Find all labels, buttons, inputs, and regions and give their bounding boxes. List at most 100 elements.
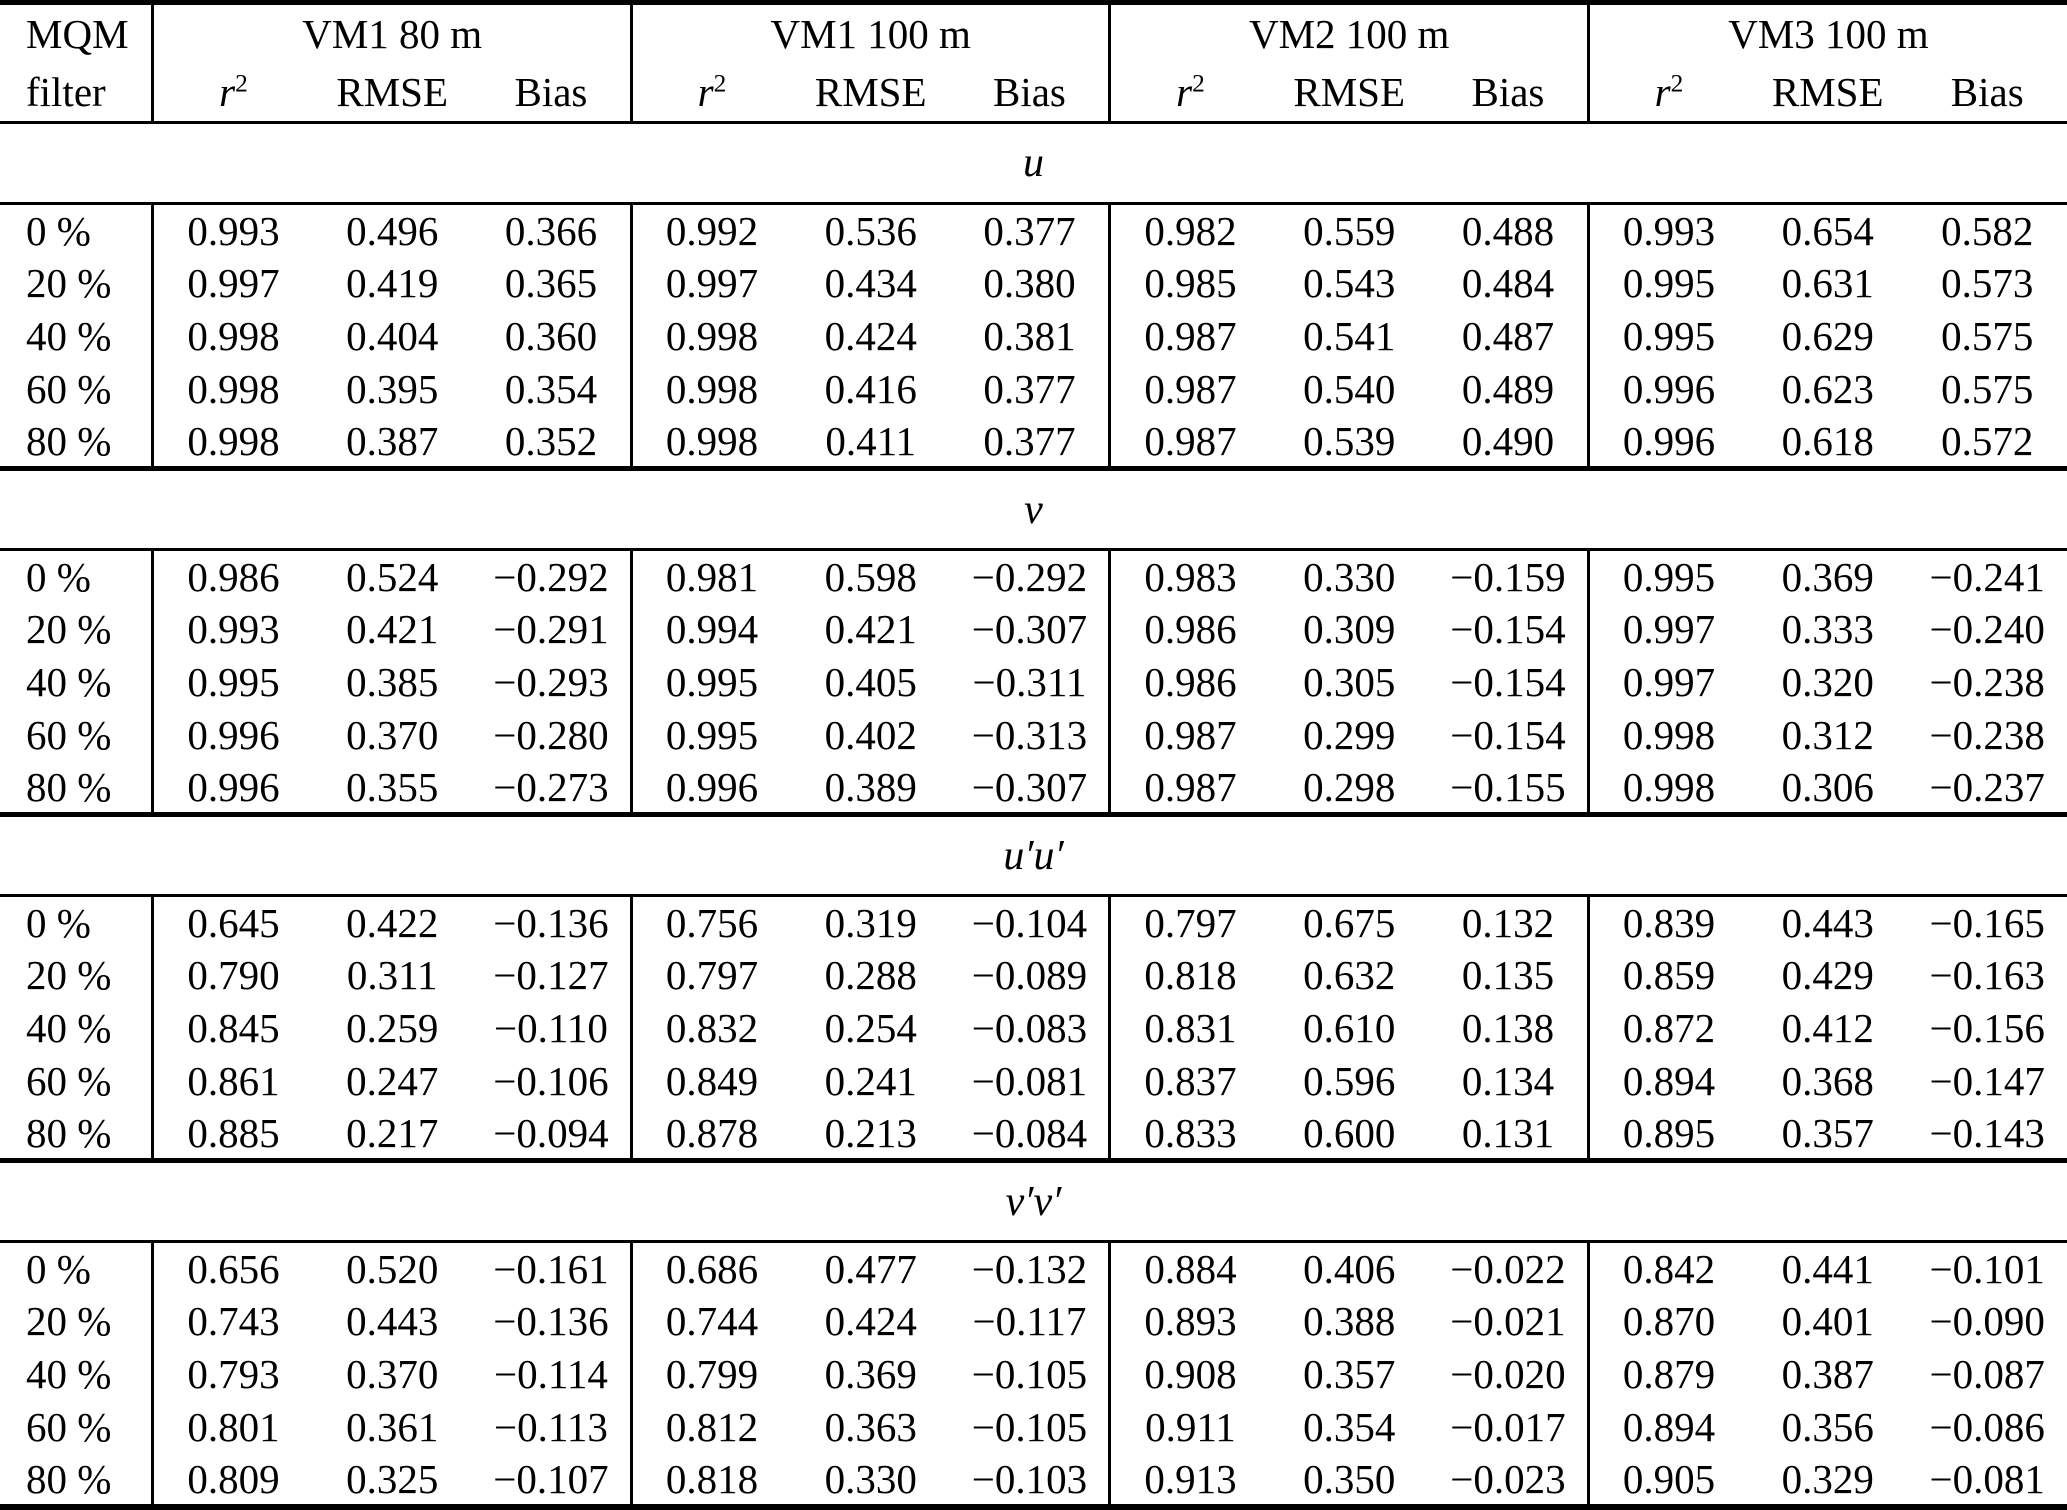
value-cell: 0.861 (151, 1054, 313, 1108)
value-cell: 0.998 (629, 362, 791, 416)
value-cell: 0.878 (629, 1107, 791, 1161)
value-cell: 0.987 (1108, 708, 1270, 762)
value-cell: 0.686 (629, 1241, 791, 1295)
value-cell: −0.165 (1929, 899, 2045, 946)
value-cell: 0.983 (1108, 549, 1270, 603)
value-cell: −0.238 (1929, 659, 2045, 706)
value-cell: 0.388 (1303, 1298, 1396, 1345)
value-cell: 0.654 (1781, 207, 1874, 254)
value-cell: −0.293 (493, 659, 609, 706)
value-cell: 0.366 (504, 207, 598, 254)
data-row: 80 % 0.996 0.355 −0.273 0.996 0.389 −0.307 0.98… (0, 761, 2067, 815)
value-cell: 0.831 (1108, 1001, 1270, 1055)
value-cell: 0.404 (346, 313, 439, 360)
value-cell: 0.859 (1586, 948, 1748, 1002)
value-cell: 0.421 (346, 606, 439, 653)
value-cell: 0.299 (1303, 712, 1396, 759)
metric-header: RMSE (1771, 68, 1884, 115)
value-cell: −0.086 (1929, 1404, 2045, 1451)
value-cell: 0.675 (1303, 899, 1396, 946)
value-cell: −0.156 (1929, 1005, 2045, 1052)
value-cell: −0.292 (493, 553, 609, 600)
value-cell: −0.104 (971, 899, 1088, 946)
value-cell: −0.090 (1929, 1298, 2045, 1345)
value-cell: 0.872 (1586, 1001, 1748, 1055)
value-cell: −0.154 (1450, 659, 1566, 706)
value-cell: −0.136 (493, 899, 609, 946)
value-cell: 0.520 (346, 1246, 439, 1292)
value-cell: 0.361 (346, 1404, 439, 1451)
value-cell: −0.107 (493, 1455, 609, 1502)
metric-header: Bias (514, 68, 588, 115)
value-cell: −0.087 (1929, 1351, 2045, 1398)
value-cell: 0.306 (1781, 763, 1874, 810)
value-cell: −0.291 (493, 606, 609, 653)
value-cell: 0.387 (346, 417, 439, 464)
header-row-groups: MQM VM1 80 m VM1 100 m VM2 100 m VM3 100 m (0, 2, 2067, 63)
value-cell: 0.369 (1781, 553, 1874, 600)
value-cell: 0.363 (824, 1404, 917, 1451)
metric-r-exponent: 2 (235, 69, 248, 98)
data-row: 40 % 0.845 0.259 −0.110 0.832 0.254 −0.083 0.83… (0, 1001, 2067, 1055)
value-cell: 0.329 (1781, 1455, 1874, 1502)
value-cell: 0.610 (1303, 1005, 1396, 1052)
value-cell: 0.132 (1461, 899, 1555, 946)
data-row: 20 % 0.997 0.419 0.365 0.997 0.434 0.380 0.985 0… (0, 256, 2067, 310)
value-cell: 0.259 (346, 1005, 439, 1052)
filter-cell: 20 % (26, 606, 112, 653)
section-label-row: u (0, 122, 2067, 204)
metric-r-symbol: r (1654, 68, 1671, 115)
data-row: 60 % 0.996 0.370 −0.280 0.995 0.402 −0.313 0.98… (0, 708, 2067, 762)
value-cell: 0.385 (346, 659, 439, 706)
value-cell: 0.837 (1108, 1054, 1270, 1108)
value-cell: 0.744 (629, 1294, 791, 1348)
table-head: MQM VM1 80 m VM1 100 m VM2 100 m VM3 100 m fi… (0, 2, 2067, 123)
value-cell: −0.161 (493, 1246, 609, 1292)
data-row: 80 % 0.809 0.325 −0.107 0.818 0.330 −0.103 0.91… (0, 1453, 2067, 1507)
value-cell: 0.330 (824, 1455, 917, 1502)
value-cell: 0.443 (346, 1298, 439, 1345)
value-cell: 0.352 (504, 417, 598, 464)
value-cell: 0.790 (151, 948, 313, 1002)
value-cell: 0.488 (1461, 207, 1555, 254)
value-cell: 0.812 (629, 1400, 791, 1454)
value-cell: 0.368 (1781, 1058, 1874, 1105)
value-cell: −0.238 (1929, 712, 2045, 759)
value-cell: 0.402 (824, 712, 917, 759)
value-cell: −0.241 (1929, 553, 2045, 600)
value-cell: 0.536 (824, 207, 917, 254)
value-cell: 0.421 (824, 606, 917, 653)
value-cell: 0.982 (1108, 203, 1270, 257)
value-cell: −0.105 (971, 1404, 1088, 1451)
value-cell: 0.998 (629, 309, 791, 363)
header-row-metrics: filter r2 RMSE Bias r2 RMSE Bias r2 RMSE Bias r2 RM… (0, 62, 2067, 123)
value-cell: 0.496 (346, 207, 439, 254)
value-cell: 0.998 (151, 309, 313, 363)
metric-r-exponent: 2 (1192, 69, 1205, 98)
data-row: 20 % 0.790 0.311 −0.127 0.797 0.288 −0.089 0.81… (0, 948, 2067, 1002)
value-cell: 0.870 (1586, 1294, 1748, 1348)
value-cell: −0.094 (493, 1109, 609, 1156)
value-cell: −0.017 (1450, 1404, 1566, 1451)
value-cell: 0.434 (824, 260, 917, 307)
value-cell: 0.131 (1461, 1109, 1555, 1156)
section-symbol: u (1023, 140, 1044, 187)
value-cell: 0.543 (1303, 260, 1396, 307)
data-row: 0 % 0.645 0.422 −0.136 0.756 0.319 −0.104 0.797… (0, 895, 2067, 949)
value-cell: 0.311 (346, 952, 438, 999)
value-cell: 0.839 (1586, 895, 1748, 949)
section-symbol: v′v′ (1005, 1178, 1062, 1225)
value-cell: 0.995 (1586, 256, 1748, 310)
value-cell: 0.350 (1303, 1455, 1396, 1502)
value-cell: −0.155 (1450, 763, 1566, 810)
value-cell: 0.987 (1108, 362, 1270, 416)
value-cell: 0.333 (1781, 606, 1874, 653)
value-cell: 0.797 (1108, 895, 1270, 949)
value-cell: −0.307 (971, 606, 1088, 653)
value-cell: 0.993 (151, 203, 313, 257)
value-cell: 0.540 (1303, 366, 1396, 413)
value-cell: −0.136 (493, 1298, 609, 1345)
filter-cell: 40 % (26, 659, 112, 706)
value-cell: 0.809 (151, 1453, 313, 1507)
section-label-row: v (0, 468, 2067, 550)
